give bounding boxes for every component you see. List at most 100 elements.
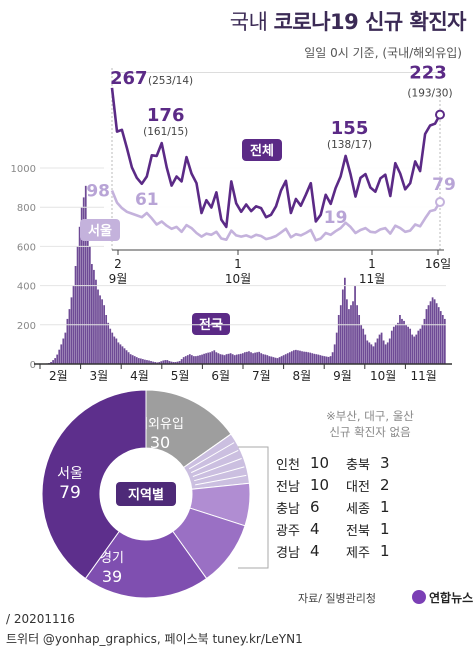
national-bar	[199, 355, 201, 364]
line-x-tick-month: 10월	[225, 272, 251, 286]
national-bar	[358, 315, 361, 364]
national-bar	[303, 351, 305, 364]
donut-slice-value: 39	[102, 567, 122, 586]
national-bar	[274, 357, 277, 364]
x-tick-label: 10월	[370, 369, 396, 383]
national-bar	[219, 354, 222, 364]
region-name: 전북	[346, 523, 370, 539]
donut-slice	[84, 530, 208, 599]
region-row: 경남 4 제주 1	[276, 540, 456, 562]
national-bar	[417, 330, 420, 364]
national-bar	[193, 356, 195, 364]
national-bar	[372, 346, 375, 364]
national-bar	[311, 353, 314, 364]
region-value: 3	[380, 454, 390, 472]
seoul-value-label: 61	[135, 190, 159, 210]
region-value: 1	[380, 542, 390, 560]
national-bar	[74, 266, 77, 364]
national-bar	[125, 350, 128, 364]
region-name: 경남	[276, 545, 300, 561]
x-tick-label: 9월	[333, 369, 352, 383]
seoul-series-label: 서울	[80, 219, 120, 241]
national-bar	[386, 342, 389, 364]
footer-social: 트위터 @yonhap_graphics, 페이스북 tuney.kr/LeYN…	[6, 632, 303, 646]
national-bar	[439, 311, 442, 364]
line-x-tick-month: 9월	[109, 272, 128, 286]
region-row: 광주 4 전북 1	[276, 518, 456, 540]
donut-divider	[188, 442, 235, 470]
line-x-tick-label: 16일	[425, 257, 451, 271]
x-tick-label: 2월	[49, 369, 68, 383]
y-tick-label: 600	[17, 242, 36, 253]
national-bar	[129, 354, 132, 364]
national-bar	[127, 352, 130, 364]
national-bar	[305, 351, 307, 364]
seoul-label: 서울	[88, 223, 112, 239]
region-row: 인천 10 충북 3	[276, 452, 456, 474]
agency-logo-icon	[412, 590, 426, 604]
line-x-tick-label: 1	[368, 257, 376, 271]
national-bar	[195, 356, 197, 364]
national-bar	[184, 356, 187, 364]
national-bar	[317, 354, 320, 364]
national-bar	[390, 330, 393, 364]
national-bar	[160, 361, 163, 364]
national-bar	[335, 332, 338, 364]
national-bar	[109, 328, 112, 364]
region-name: 인천	[276, 457, 300, 473]
title-bold: 코로나19 신규 확진자	[273, 10, 467, 34]
donut-slice	[41, 389, 147, 580]
national-bar	[237, 354, 240, 364]
y-tick-label: 400	[17, 282, 36, 293]
national-bar	[288, 352, 291, 364]
national-bar	[443, 318, 446, 364]
national-bar	[403, 320, 405, 364]
national-bar	[264, 354, 267, 364]
national-bar	[415, 334, 418, 364]
national-bar	[394, 324, 397, 364]
national-bar	[162, 360, 165, 364]
region-value: 4	[310, 542, 320, 560]
national-bar	[431, 297, 434, 364]
national-bar	[341, 289, 344, 364]
national-bar	[299, 350, 301, 364]
national-bar	[103, 305, 105, 364]
national-bar	[382, 340, 385, 364]
national-bar	[66, 318, 69, 364]
national-bar	[172, 362, 175, 364]
note-line: ※부산, 대구, 울산	[326, 409, 414, 423]
x-tick-label: 5월	[171, 369, 190, 383]
national-bar	[203, 353, 205, 364]
national-bar	[139, 358, 142, 364]
region-value: 4	[310, 520, 320, 538]
national-label-bg	[192, 313, 230, 335]
source-text: 자료/ 질병관리청	[298, 592, 377, 605]
national-bar	[178, 361, 181, 364]
region-name: 제주	[346, 545, 370, 561]
total-value-label: 223	[409, 63, 447, 84]
national-bar	[262, 354, 265, 364]
national-bar	[150, 361, 152, 364]
x-tick-label: 6월	[211, 369, 230, 383]
national-bar	[229, 353, 232, 364]
national-bar	[82, 197, 85, 364]
national-bar	[405, 324, 407, 364]
national-bar	[84, 185, 87, 364]
national-bar	[113, 336, 116, 364]
total-value-label: 176	[147, 105, 185, 126]
footer-date: / 20201116	[6, 612, 75, 626]
national-bar	[101, 299, 103, 364]
national-bar	[137, 358, 140, 364]
line-x-tick-label: 1	[234, 257, 242, 271]
national-bar	[307, 352, 310, 364]
total-detail-label: (161/15)	[143, 126, 188, 138]
national-bar	[343, 277, 346, 364]
national-bar	[246, 351, 248, 364]
national-bar	[360, 324, 363, 364]
national-bar	[123, 348, 126, 364]
national-bar	[119, 344, 122, 364]
total-data-label: 155(138/17)	[327, 118, 372, 151]
seoul-label-bg	[80, 219, 120, 241]
donut-divider	[190, 449, 239, 474]
seoul-value-label: 79	[432, 175, 456, 195]
